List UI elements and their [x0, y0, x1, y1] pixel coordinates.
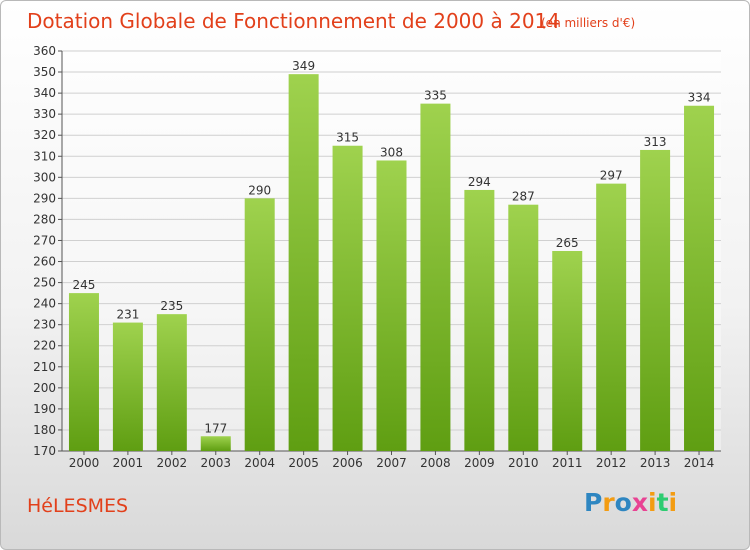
bar: [376, 160, 407, 451]
data-label: 294: [468, 175, 491, 189]
y-tick-label: 280: [33, 212, 56, 226]
y-tick-label: 250: [33, 276, 56, 290]
data-label: 290: [248, 183, 271, 197]
y-tick-label: 200: [33, 381, 56, 395]
data-label: 349: [292, 59, 315, 73]
bar: [640, 149, 671, 451]
y-tick-label: 340: [33, 86, 56, 100]
y-tick-label: 350: [33, 65, 56, 79]
x-tick-label: 2013: [640, 456, 671, 470]
x-tick-label: 2003: [200, 456, 231, 470]
x-tick-label: 2007: [376, 456, 407, 470]
bar: [68, 293, 99, 451]
data-label: 235: [160, 299, 183, 313]
y-tick-label: 170: [33, 444, 56, 458]
data-label: 265: [556, 236, 579, 250]
x-tick-label: 2014: [684, 456, 715, 470]
chart-title: Dotation Globale de Fonctionnement de 20…: [27, 9, 560, 33]
data-label: 245: [73, 278, 96, 292]
bar: [112, 322, 143, 451]
x-tick-label: 2005: [288, 456, 319, 470]
data-label: 177: [204, 421, 227, 435]
x-tick-label: 2008: [420, 456, 451, 470]
bar: [596, 183, 627, 451]
y-tick-label: 320: [33, 128, 56, 142]
y-tick-label: 260: [33, 255, 56, 269]
x-tick-label: 2004: [244, 456, 275, 470]
bar: [508, 204, 539, 451]
data-label: 315: [336, 131, 359, 145]
y-tick-label: 290: [33, 191, 56, 205]
x-tick-label: 2012: [596, 456, 627, 470]
bar: [244, 198, 275, 451]
chart-subtitle: (en milliers d'€): [541, 16, 636, 30]
data-label: 335: [424, 89, 447, 103]
bar: [464, 189, 495, 451]
y-tick-label: 190: [33, 402, 56, 416]
y-tick-label: 330: [33, 107, 56, 121]
y-tick-label: 270: [33, 233, 56, 247]
data-label: 334: [688, 91, 711, 105]
y-tick-label: 220: [33, 339, 56, 353]
x-tick-label: 2002: [157, 456, 188, 470]
bar: [288, 74, 319, 451]
data-label: 313: [644, 135, 667, 149]
bar: [156, 314, 187, 451]
bar: [200, 436, 231, 451]
x-tick-label: 2006: [332, 456, 363, 470]
y-tick-label: 210: [33, 360, 56, 374]
y-tick-label: 300: [33, 170, 56, 184]
y-tick-label: 310: [33, 149, 56, 163]
x-tick-label: 2000: [69, 456, 100, 470]
data-label: 308: [380, 145, 403, 159]
bar: [420, 103, 451, 451]
commune-name: HéLESMES: [27, 495, 129, 517]
y-tick-label: 230: [33, 318, 56, 332]
x-tick-label: 2011: [552, 456, 583, 470]
proxiti-logo: Proxiti: [584, 488, 678, 517]
data-label: 231: [116, 308, 139, 322]
x-tick-label: 2001: [113, 456, 144, 470]
bar: [684, 105, 715, 451]
y-tick-label: 180: [33, 423, 56, 437]
bar: [332, 145, 363, 451]
data-label: 297: [600, 169, 623, 183]
x-tick-label: 2010: [508, 456, 539, 470]
y-tick-label: 360: [33, 44, 56, 58]
data-label: 287: [512, 190, 535, 204]
y-tick-label: 240: [33, 297, 56, 311]
x-tick-label: 2009: [464, 456, 495, 470]
bar: [552, 251, 583, 451]
